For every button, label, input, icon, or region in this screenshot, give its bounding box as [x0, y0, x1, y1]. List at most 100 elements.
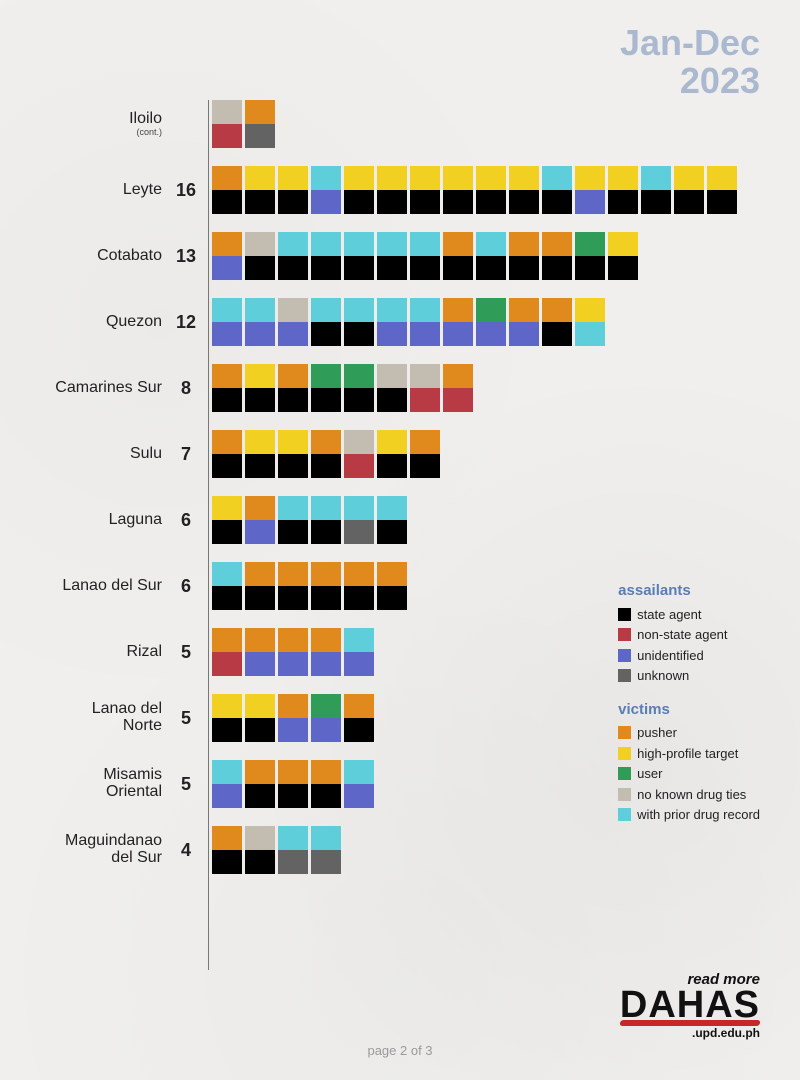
assailant-half: [443, 388, 473, 412]
legend-swatch: [618, 608, 631, 621]
assailant-half: [575, 322, 605, 346]
row-count: 5: [170, 708, 202, 729]
victim-half: [410, 298, 440, 322]
legend-swatch: [618, 788, 631, 801]
assailant-half: [377, 586, 407, 610]
data-cell: [278, 694, 308, 742]
data-cell: [608, 232, 638, 280]
assailant-half: [278, 388, 308, 412]
assailant-half: [311, 850, 341, 874]
row-label: Cotabato: [50, 248, 170, 265]
data-cell: [311, 826, 341, 874]
assailant-half: [311, 454, 341, 478]
data-cell: [278, 562, 308, 610]
victim-half: [575, 298, 605, 322]
victim-half: [212, 364, 242, 388]
assailant-half: [212, 718, 242, 742]
legend-label: state agent: [637, 605, 701, 625]
period-line1: Jan-Dec: [620, 24, 760, 62]
read-more-box: read more DAHAS .upd.edu.ph: [620, 971, 760, 1040]
assailant-half: [212, 190, 242, 214]
assailant-half: [542, 322, 572, 346]
data-cell: [344, 760, 374, 808]
assailant-half: [410, 256, 440, 280]
data-cell: [212, 364, 242, 412]
legend-swatch: [618, 669, 631, 682]
victim-half: [278, 232, 308, 256]
data-cell: [278, 298, 308, 346]
assailant-half: [311, 256, 341, 280]
victim-half: [377, 298, 407, 322]
data-cell: [377, 232, 407, 280]
row-label: Iloilo(cont.): [50, 111, 170, 137]
legend-swatch: [618, 628, 631, 641]
assailant-half: [476, 322, 506, 346]
victim-half: [410, 166, 440, 190]
assailant-half: [377, 388, 407, 412]
row-cells: [212, 364, 473, 412]
victim-half: [377, 364, 407, 388]
data-cell: [674, 166, 704, 214]
legend-swatch: [618, 726, 631, 739]
data-cell: [212, 166, 242, 214]
assailant-half: [212, 388, 242, 412]
data-cell: [575, 166, 605, 214]
victim-half: [278, 628, 308, 652]
victim-half: [245, 826, 275, 850]
assailant-half: [212, 652, 242, 676]
assailant-half: [344, 784, 374, 808]
legend: assailants state agentnon-state agentuni…: [618, 580, 760, 826]
data-cell: [311, 562, 341, 610]
chart-row: Quezon12: [50, 298, 750, 346]
data-cell: [377, 562, 407, 610]
victim-half: [311, 166, 341, 190]
data-cell: [311, 298, 341, 346]
assailant-half: [311, 586, 341, 610]
data-cell: [212, 760, 242, 808]
victim-half: [212, 562, 242, 586]
victim-half: [608, 166, 638, 190]
victim-half: [344, 166, 374, 190]
data-cell: [212, 298, 242, 346]
data-cell: [410, 430, 440, 478]
chart-row: Laguna6: [50, 496, 750, 544]
victim-half: [509, 232, 539, 256]
row-label: Quezon: [50, 314, 170, 331]
data-cell: [377, 166, 407, 214]
data-cell: [212, 496, 242, 544]
assailant-half: [377, 322, 407, 346]
data-cell: [344, 628, 374, 676]
row-cells: [212, 232, 638, 280]
legend-swatch: [618, 767, 631, 780]
row-count: 6: [170, 510, 202, 531]
assailant-half: [344, 520, 374, 544]
legend-swatch: [618, 747, 631, 760]
row-count: 6: [170, 576, 202, 597]
victim-half: [344, 760, 374, 784]
chart-row: Maguindanao del Sur4: [50, 826, 750, 874]
assailant-half: [212, 256, 242, 280]
brand-url: .upd.edu.ph: [620, 1026, 760, 1040]
assailant-half: [476, 256, 506, 280]
victim-half: [245, 760, 275, 784]
data-cell: [443, 364, 473, 412]
assailant-half: [509, 322, 539, 346]
chart-row: Leyte16: [50, 166, 750, 214]
data-cell: [311, 694, 341, 742]
assailant-half: [410, 454, 440, 478]
row-count: 8: [170, 378, 202, 399]
assailant-half: [344, 388, 374, 412]
row-cells: [212, 100, 275, 148]
row-cells: [212, 760, 374, 808]
assailant-half: [344, 454, 374, 478]
assailant-half: [311, 652, 341, 676]
data-cell: [443, 298, 473, 346]
assailant-half: [245, 190, 275, 214]
data-cell: [311, 628, 341, 676]
data-cell: [344, 694, 374, 742]
victim-half: [443, 166, 473, 190]
legend-swatch: [618, 808, 631, 821]
row-label: Misamis Oriental: [50, 767, 170, 801]
row-count: 12: [170, 312, 202, 333]
victim-half: [344, 562, 374, 586]
